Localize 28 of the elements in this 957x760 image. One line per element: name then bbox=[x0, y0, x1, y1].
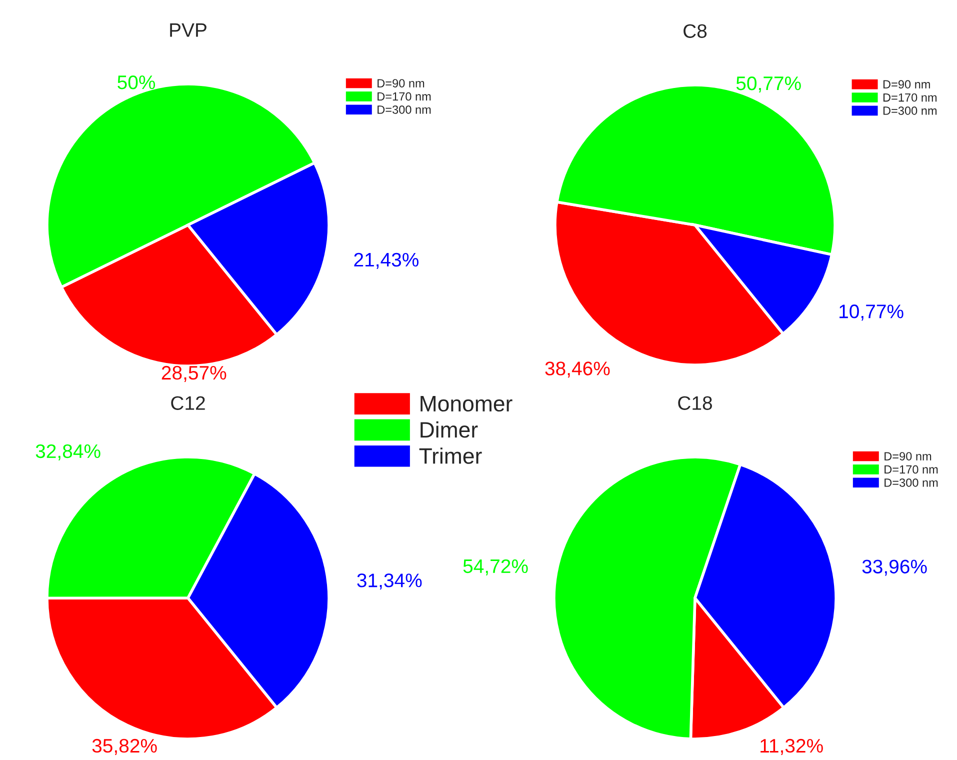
chart-title: PVP bbox=[170, 23, 206, 37]
chart-title: C8 bbox=[684, 24, 707, 38]
data-label: 21,43% bbox=[354, 252, 418, 269]
legend-label: D=170 nm bbox=[883, 93, 937, 102]
chart-title: C18 bbox=[678, 396, 712, 410]
legend-label: D=300 nm bbox=[884, 478, 938, 487]
legend-label: Dimer bbox=[420, 421, 478, 438]
data-label: 33,96% bbox=[862, 560, 927, 576]
data-label: 32,84% bbox=[36, 444, 100, 460]
legend-label: D=90 nm bbox=[883, 80, 930, 88]
data-label: 28,57% bbox=[162, 366, 226, 382]
data-label: 35,82% bbox=[92, 738, 157, 755]
data-label: 11,32% bbox=[760, 738, 823, 755]
legend-label: D=170 nm bbox=[378, 92, 431, 101]
legend-label: D=90 nm bbox=[884, 452, 932, 460]
legend-label: D=170 nm bbox=[884, 465, 938, 474]
legend-label: D=300 nm bbox=[883, 106, 937, 115]
chart-title: C12 bbox=[171, 396, 205, 410]
data-label: 50% bbox=[118, 75, 156, 90]
data-label: 50,77% bbox=[736, 76, 801, 93]
data-label: 54,72% bbox=[463, 559, 528, 576]
legend-label: Trimer bbox=[419, 448, 482, 464]
data-label: 31,34% bbox=[357, 573, 422, 590]
data-label: 38,46% bbox=[545, 362, 610, 378]
legend-label: D=90 nm bbox=[378, 79, 424, 88]
data-label: 10,77% bbox=[840, 304, 904, 321]
legend-label: Monomer bbox=[420, 396, 512, 412]
legend-label: D=300 nm bbox=[378, 105, 431, 114]
